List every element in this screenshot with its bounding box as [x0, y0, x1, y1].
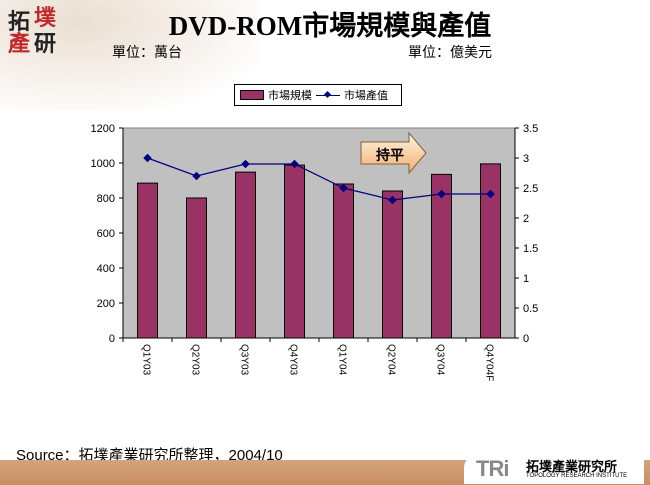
bar — [431, 173, 452, 339]
flat-trend-arrow — [360, 131, 427, 175]
bar — [186, 197, 207, 339]
line-marker — [486, 189, 495, 199]
y-right-tick-label: 0 — [523, 333, 529, 345]
tri-logo: 拓墣 產研 — [8, 5, 57, 57]
unit-left: 單位：萬台 — [112, 44, 182, 60]
x-tick-label: Q1Y03 — [141, 344, 152, 376]
y-left-tick-label: 0 — [109, 333, 115, 345]
y-left-tick-label: 800 — [97, 193, 115, 205]
plot-area — [122, 127, 516, 339]
unit-right: 單位：億美元 — [408, 44, 492, 60]
logo-en: TOPOLOGY RESEARCH INSTITUTE — [526, 473, 628, 479]
bar — [284, 164, 305, 339]
footer-logo: TRi 拓墣產業研究所 TOPOLOGY RESEARCH INSTITUTE — [464, 454, 644, 484]
x-tick-label: Q1Y04 — [337, 344, 348, 376]
y-right-tick-label: 3 — [523, 153, 529, 165]
y-left-tick-label: 200 — [97, 298, 115, 310]
line-marker — [143, 153, 152, 163]
x-tick-label: Q2Y03 — [190, 344, 201, 376]
y-right-tick-label: 1 — [523, 273, 529, 285]
line-marker — [241, 159, 250, 169]
line-marker — [192, 171, 201, 181]
y-left-tick-label: 1000 — [91, 158, 115, 170]
x-tick-label: Q3Y03 — [239, 344, 250, 376]
y-left-tick-label: 400 — [97, 263, 115, 275]
annotation-label: 持平 — [376, 147, 404, 164]
y-left-tick-label: 1200 — [91, 123, 115, 135]
bar — [382, 190, 403, 339]
bar — [333, 183, 354, 339]
logo-cn: 拓墣產業研究所 — [526, 459, 618, 474]
line-series — [147, 157, 491, 201]
y-right-tick-label: 0.5 — [523, 303, 538, 315]
y-right-tick-label: 1.5 — [523, 243, 538, 255]
bar — [137, 182, 158, 339]
chart-legend: 市場規模 市場產值 — [234, 84, 402, 106]
x-tick-label: Q4Y03 — [288, 344, 299, 376]
y-right-tick-label: 2 — [523, 213, 529, 225]
line-marker — [339, 183, 348, 193]
line-marker — [437, 189, 446, 199]
x-tick-label: Q4Y04F — [484, 344, 495, 381]
y-left-tick-label: 600 — [97, 228, 115, 240]
y-right-tick-label: 2.5 — [523, 183, 538, 195]
x-tick-label: Q2Y04 — [386, 344, 397, 376]
line-marker — [290, 159, 299, 169]
y-right-tick-label: 3.5 — [523, 123, 538, 135]
source-note: Source：拓墣產業研究所整理，2004/10 — [16, 447, 283, 464]
combo-chart: 0 200 400 600 800 1000 1200 0 0.5 1 1.5 2 2.5 3 3.5 Q1Y… — [91, 123, 539, 381]
header-background — [0, 0, 260, 110]
logo-abbr: TRi — [476, 456, 509, 481]
bar — [235, 171, 256, 339]
legend-line-label: 市場產值 — [344, 90, 388, 102]
x-tick-label: Q3Y04 — [435, 344, 446, 376]
page-title: DVD-ROM市場規模與產值 — [168, 11, 492, 41]
legend-bar-swatch — [240, 90, 264, 100]
bar — [480, 163, 501, 339]
legend-bar-label: 市場規模 — [268, 90, 312, 102]
legend-line-swatch — [316, 94, 340, 96]
line-marker — [388, 195, 397, 205]
